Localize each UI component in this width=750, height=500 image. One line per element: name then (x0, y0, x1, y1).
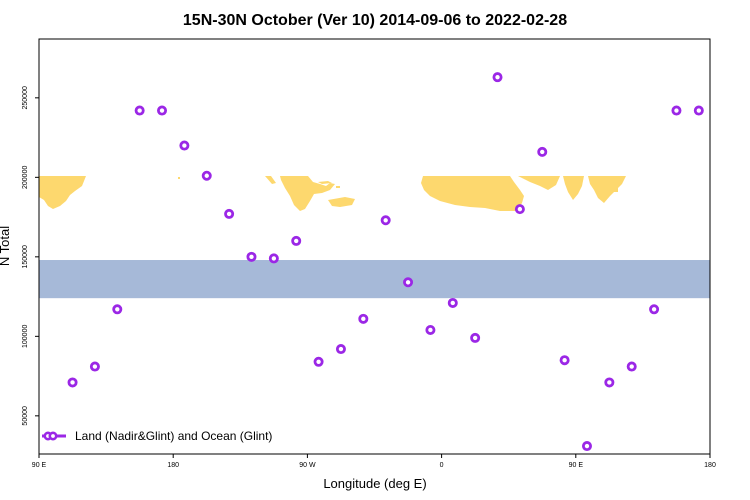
data-point (559, 355, 570, 366)
legend-marker (48, 431, 58, 441)
data-point (291, 235, 302, 246)
y-tick-label: 250000 (22, 86, 29, 109)
data-point (492, 72, 503, 83)
data-point (246, 251, 257, 262)
plot-frame (38, 38, 711, 455)
data-point (335, 344, 346, 355)
data-point (470, 332, 481, 343)
data-points (67, 72, 704, 452)
x-axis: 90 E 180 90 W 0 90 E 180 (32, 454, 716, 469)
y-tick-label: 100000 (22, 325, 29, 348)
land-cuba (318, 181, 332, 184)
data-point (447, 297, 458, 308)
land-philippines (614, 188, 618, 192)
data-point (671, 105, 682, 116)
y-tick-label: 150000 (22, 245, 29, 268)
data-point (425, 324, 436, 335)
x-tick-label: 180 (704, 462, 716, 469)
legend-label: Land (Nadir&Glint) and Ocean (Glint) (75, 429, 272, 443)
data-point (224, 208, 235, 219)
data-point (313, 356, 324, 367)
data-point (626, 361, 637, 372)
data-point (581, 441, 592, 452)
x-tick-label: 90 E (569, 462, 584, 469)
data-point (89, 361, 100, 372)
land-new-guinea (41, 192, 55, 197)
world-map-band (39, 176, 710, 299)
x-tick-label: 180 (167, 462, 179, 469)
legend: Land (Nadir&Glint) and Ocean (Glint) (42, 429, 272, 443)
data-point (268, 253, 279, 264)
land-mexico (280, 176, 335, 211)
data-point (179, 140, 190, 151)
land-caribbean-islands (336, 186, 340, 188)
data-point (380, 215, 391, 226)
y-axis: 50000 100000 150000 200000 250000 (22, 86, 39, 426)
data-point (537, 146, 548, 157)
data-point (693, 105, 704, 116)
land-australia-left (39, 176, 86, 209)
x-axis-label: Longitude (deg E) (323, 476, 426, 491)
data-point (358, 313, 369, 324)
x-tick-label: 0 (440, 462, 444, 469)
land-africa (421, 176, 524, 211)
land-south-america-tip (328, 197, 355, 207)
land-southeast-asia (588, 176, 626, 203)
y-tick-label: 50000 (22, 406, 29, 426)
y-tick-label: 200000 (22, 166, 29, 189)
data-point (604, 377, 615, 388)
land-india (563, 176, 584, 200)
data-point (112, 304, 123, 315)
map-land (39, 176, 626, 211)
data-point (649, 304, 660, 315)
land-arabia (518, 176, 560, 190)
x-tick-label: 90 E (32, 462, 47, 469)
data-point (67, 377, 78, 388)
land-baja (265, 176, 276, 184)
data-point (201, 170, 212, 181)
data-point (403, 277, 414, 288)
land-pacific-island-1 (178, 177, 180, 179)
x-tick-label: 90 W (299, 462, 316, 469)
map-ocean (39, 260, 710, 299)
y-axis-label: N Total (0, 226, 12, 266)
chart-title: 15N-30N October (Ver 10) 2014-09-06 to 2… (183, 12, 567, 29)
data-point (134, 105, 145, 116)
data-point (157, 105, 168, 116)
data-point (514, 204, 525, 215)
